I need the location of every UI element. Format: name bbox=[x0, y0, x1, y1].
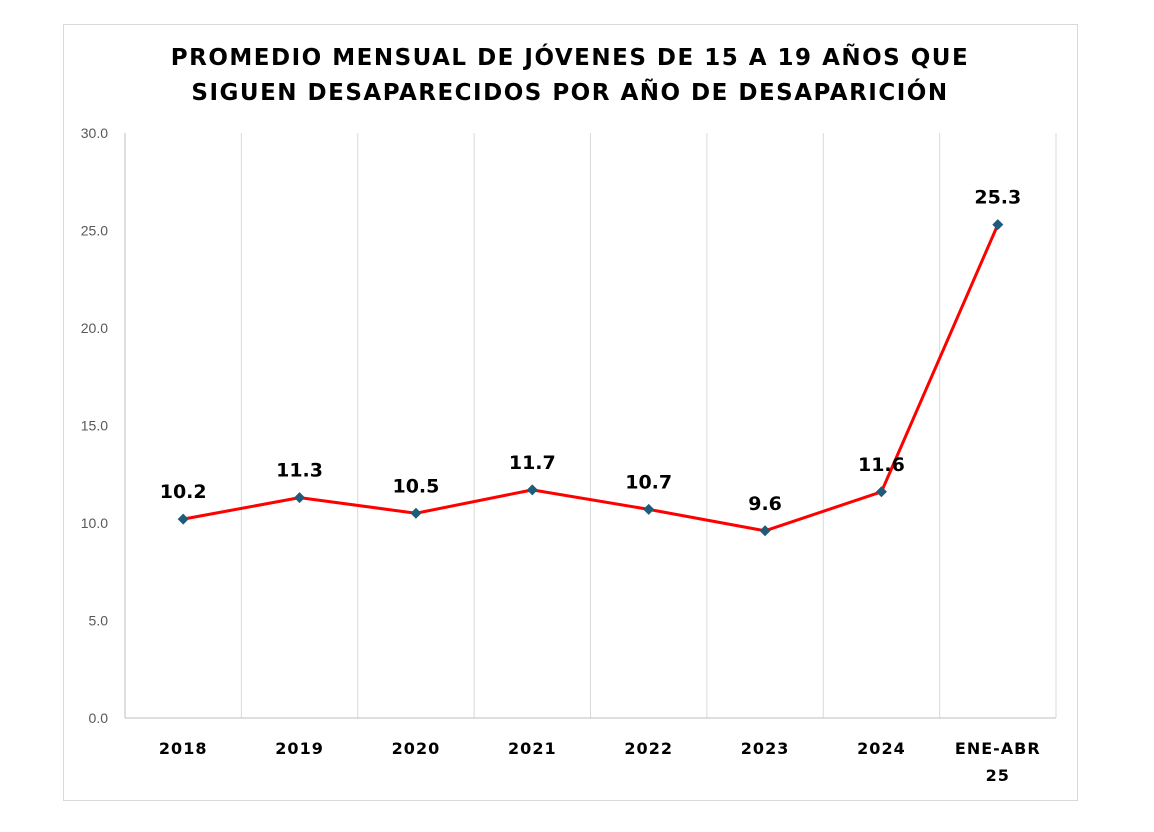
chart-frame bbox=[63, 24, 1078, 801]
data-label: 9.6 bbox=[748, 493, 782, 515]
y-tick-label: 25.0 bbox=[81, 223, 108, 239]
data-label: 25.3 bbox=[974, 187, 1021, 209]
data-label: 10.7 bbox=[625, 471, 672, 493]
data-label: 11.3 bbox=[276, 460, 323, 482]
series-line bbox=[182, 224, 1000, 533]
x-tick-label: 2022 bbox=[624, 739, 673, 758]
y-tick-label: 5.0 bbox=[89, 613, 109, 629]
chart-title-line-1: PROMEDIO MENSUAL DE JÓVENES DE 15 A 19 A… bbox=[171, 43, 969, 71]
y-tick-label: 0.0 bbox=[89, 710, 109, 726]
data-point-marker bbox=[875, 486, 887, 498]
data-point-marker bbox=[294, 492, 306, 504]
data-point-marker bbox=[643, 503, 655, 515]
data-point-marker bbox=[992, 219, 1004, 231]
x-tick-label: 2021 bbox=[508, 739, 557, 758]
data-point-marker bbox=[177, 513, 189, 525]
y-tick-label: 15.0 bbox=[81, 418, 108, 434]
data-point-marker bbox=[526, 484, 538, 496]
axes bbox=[124, 133, 1056, 719]
y-tick-label: 30.0 bbox=[81, 125, 108, 141]
x-tick-label: 2018 bbox=[159, 739, 208, 758]
x-tick-label: 2023 bbox=[741, 739, 790, 758]
data-label: 10.5 bbox=[392, 475, 439, 497]
labels-group: 0.0 5.0 10.0 15.0 20.0 25.0 30.0 2018 2019 2020 20… bbox=[81, 125, 1041, 785]
chart-title-line-2: SIGUEN DESAPARECIDOS POR AÑO DE DESAPARI… bbox=[191, 78, 948, 106]
x-tick-label: 2020 bbox=[392, 739, 441, 758]
x-tick-label: 25 bbox=[986, 766, 1010, 785]
data-point-marker bbox=[759, 525, 771, 537]
data-label: 11.6 bbox=[858, 454, 905, 476]
grid-lines bbox=[240, 133, 1057, 718]
data-label: 11.7 bbox=[509, 452, 556, 474]
x-tick-label: ENE-ABR bbox=[955, 739, 1041, 758]
series-line-group bbox=[177, 219, 1004, 537]
data-point-marker bbox=[410, 507, 422, 519]
x-tick-label: 2024 bbox=[857, 739, 906, 758]
x-tick-label: 2019 bbox=[275, 739, 324, 758]
y-tick-label: 20.0 bbox=[81, 320, 108, 336]
y-tick-label: 10.0 bbox=[81, 515, 108, 531]
data-label: 10.2 bbox=[160, 481, 207, 503]
